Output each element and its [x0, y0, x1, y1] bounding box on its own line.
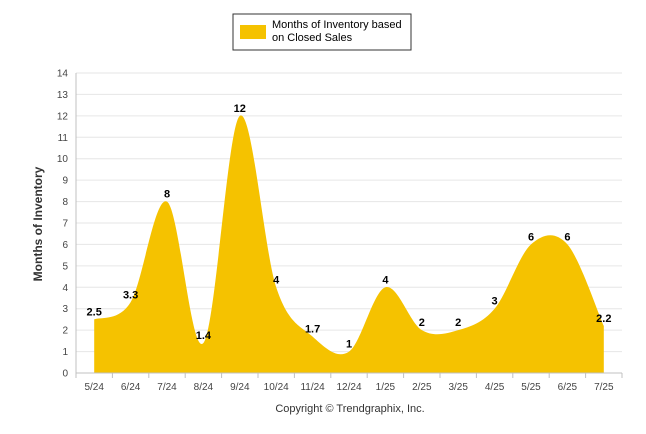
copyright-text: Copyright © Trendgraphix, Inc.	[275, 403, 424, 415]
x-tick-label: 2/25	[412, 382, 432, 393]
y-tick-label: 11	[58, 133, 69, 144]
x-tick-label: 7/25	[594, 382, 614, 393]
y-tick-label: 7	[62, 219, 68, 230]
data-label: 4	[382, 274, 389, 286]
x-tick-label: 7/24	[157, 382, 177, 393]
data-label: 2.5	[87, 306, 102, 318]
y-tick-label: 9	[62, 176, 68, 187]
y-tick-label: 0	[62, 369, 68, 380]
data-label: 3	[492, 296, 498, 308]
data-label: 1.7	[305, 324, 320, 336]
y-tick-label: 10	[57, 154, 69, 165]
y-tick-label: 2	[62, 326, 68, 337]
data-label: 12	[234, 103, 246, 115]
y-tick-label: 1	[62, 347, 68, 358]
data-label: 2	[419, 317, 425, 329]
x-tick-label: 3/25	[448, 382, 468, 393]
x-tick-label: 11/24	[300, 382, 325, 393]
x-tick-label: 5/25	[521, 382, 541, 393]
y-tick-label: 8	[62, 197, 68, 208]
data-label: 6	[564, 231, 570, 243]
x-tick-label: 10/24	[264, 382, 289, 393]
data-label: 4	[273, 274, 280, 286]
series-area	[94, 115, 604, 373]
x-tick-label: 6/24	[121, 382, 141, 393]
y-tick-label: 6	[62, 240, 68, 251]
data-labels: 2.5 3.3 8 1.4 12 4 1.7 1 4 2 2 3 6 6 2.2	[87, 103, 612, 351]
x-tick-label: 9/24	[230, 382, 250, 393]
x-tick-label: 5/24	[84, 382, 104, 393]
data-label: 2.2	[596, 313, 611, 325]
legend: Months of Inventory based on Closed Sale…	[232, 13, 412, 51]
y-tick-label: 12	[57, 111, 69, 122]
y-axis-title: Months of Inventory	[31, 166, 45, 281]
y-tick-label: 14	[57, 69, 69, 80]
x-tick-label: 8/24	[194, 382, 214, 393]
y-tick-label: 4	[62, 283, 68, 294]
data-label: 6	[528, 231, 534, 243]
y-tick-label: 3	[62, 304, 68, 315]
data-label: 3.3	[123, 289, 138, 301]
legend-swatch	[240, 25, 266, 39]
data-label: 1.4	[196, 330, 212, 342]
x-axis-ticks: 5/24 6/24 7/24 8/24 9/24 10/24 11/24 12/24 1/25 2…	[75, 373, 623, 393]
data-label: 1	[346, 339, 352, 351]
legend-label-line-2: on Closed Sales	[272, 32, 353, 44]
data-label: 2	[455, 317, 461, 329]
x-tick-label: 12/24	[336, 382, 361, 393]
legend-label-line-1: Months of Inventory based	[272, 19, 402, 31]
x-tick-label: 1/25	[376, 382, 396, 393]
y-tick-label: 13	[57, 90, 69, 101]
data-label: 8	[164, 189, 170, 201]
x-tick-label: 6/25	[558, 382, 578, 393]
y-tick-label: 5	[62, 261, 68, 272]
x-tick-label: 4/25	[485, 382, 505, 393]
